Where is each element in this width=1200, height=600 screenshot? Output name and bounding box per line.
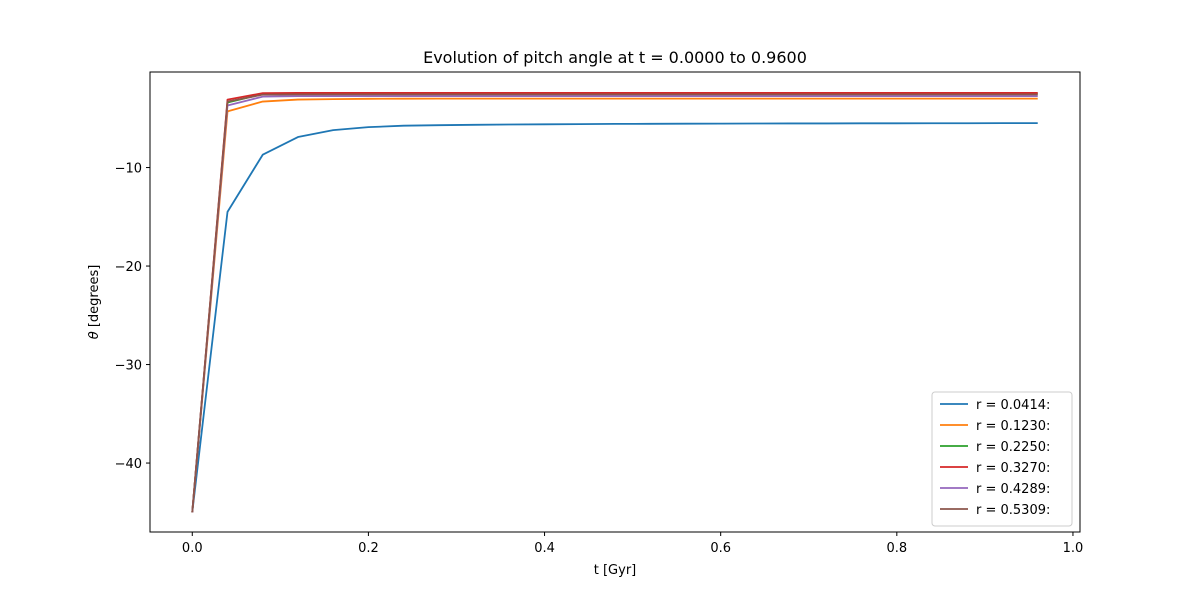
y-tick-label: −30	[115, 359, 142, 374]
series-line-6	[191, 93, 1038, 513]
y-tick-label: −20	[115, 260, 142, 275]
series-line-4	[191, 91, 1038, 513]
plot-frame	[149, 71, 1081, 533]
series-line-1	[191, 122, 1038, 513]
x-tick-label: 0.8	[886, 541, 907, 556]
legend-label-4: r = 0.3270:	[976, 461, 1050, 476]
y-axis-label: θ [degrees]	[87, 265, 102, 340]
series-layer	[191, 91, 1038, 513]
y-tick-label: −40	[115, 457, 142, 472]
y-axis-label-unit: [degrees]	[87, 265, 102, 332]
y-axis: −40 −30 −20 −10	[115, 162, 150, 472]
x-tick-label: 0.4	[534, 541, 555, 556]
x-tick-label: 0.0	[182, 541, 203, 556]
chart-title: Evolution of pitch angle at t = 0.0000 t…	[423, 48, 807, 67]
series-line-2	[191, 97, 1038, 513]
x-tick-label: 0.6	[710, 541, 731, 556]
y-axis-label-symbol: θ	[87, 331, 102, 339]
legend-label-6: r = 0.5309:	[976, 503, 1050, 518]
legend-label-5: r = 0.4289:	[976, 482, 1050, 497]
legend: r = 0.0414: r = 0.1230: r = 0.2250: r = 0.3…	[931, 391, 1073, 527]
x-tick-label: 1.0	[1063, 541, 1084, 556]
x-axis-label: t [Gyr]	[594, 563, 637, 578]
y-tick-label: −10	[115, 162, 142, 177]
legend-label-1: r = 0.0414:	[976, 398, 1050, 413]
series-line-5	[191, 95, 1038, 513]
legend-label-3: r = 0.2250:	[976, 440, 1050, 455]
x-axis: 0.0 0.2 0.4 0.6 0.8 1.0	[182, 532, 1083, 556]
x-tick-label: 0.2	[358, 541, 379, 556]
legend-label-2: r = 0.1230:	[976, 419, 1050, 434]
